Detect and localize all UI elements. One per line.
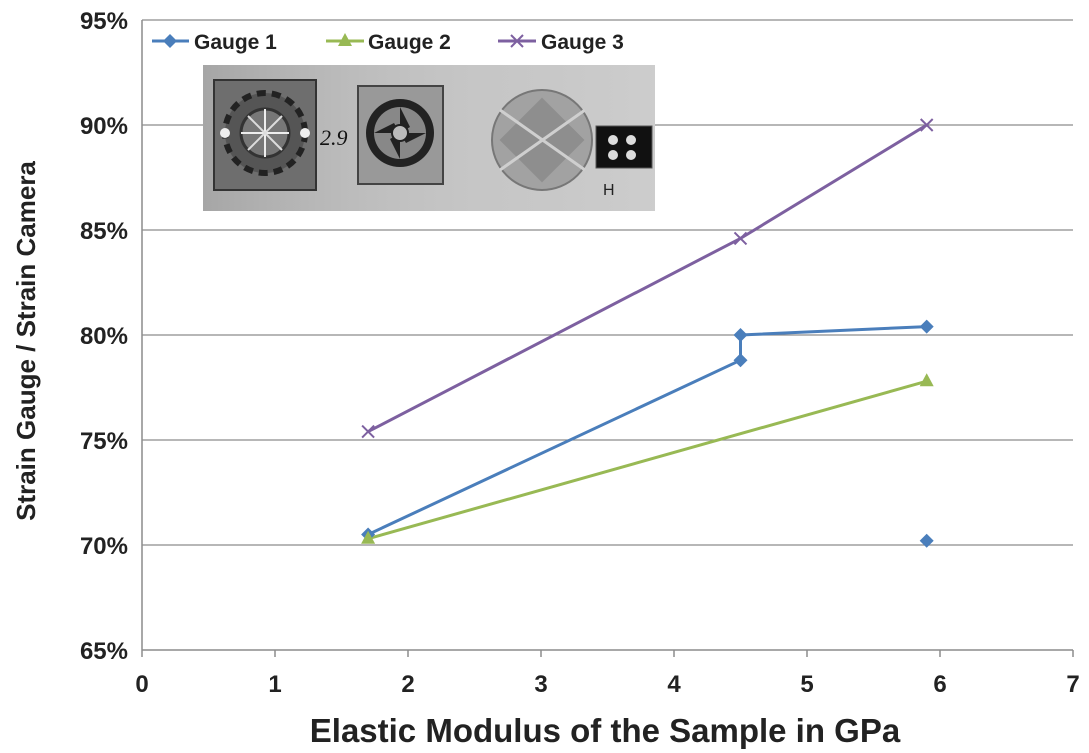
data-point-gauge-3	[733, 231, 748, 246]
legend-label: Gauge 3	[541, 31, 624, 54]
legend-item-gauge-1: Gauge 1	[152, 31, 277, 54]
y-tick-label: 85%	[80, 218, 128, 245]
y-tick-label: 75%	[80, 428, 128, 455]
legend-label: Gauge 2	[368, 31, 451, 54]
legend-item-gauge-2: Gauge 2	[326, 31, 451, 54]
y-tick-label: 90%	[80, 113, 128, 140]
y-tick-label: 70%	[80, 533, 128, 560]
x-tick-label: 5	[800, 671, 813, 698]
data-point-gauge-1	[733, 328, 748, 342]
data-point-gauge-2	[361, 530, 376, 544]
x-axis-title: Elastic Modulus of the Sample in GPa	[310, 712, 901, 749]
legend: Gauge 1 Gauge 2 Gauge 3	[152, 31, 624, 54]
data-point-gauge-1	[733, 353, 748, 368]
axes	[141, 20, 1074, 657]
legend-label: Gauge 1	[194, 31, 277, 54]
series-line-gauge-1	[367, 325, 927, 536]
y-axis-title: Strain Gauge / Strain Camera	[11, 161, 41, 521]
x-tick-label: 7	[1066, 671, 1079, 698]
x-tick-label: 2	[401, 671, 414, 698]
strain-gauge-samples-photo: 2.9 H	[203, 65, 655, 211]
data-point-gauge-2	[919, 373, 934, 387]
handwritten-mark: H	[603, 182, 615, 199]
y-tick-label: 80%	[80, 323, 128, 350]
legend-item-gauge-3: Gauge 3	[498, 31, 624, 54]
x-tick-label: 4	[667, 671, 681, 698]
series-markers	[361, 118, 934, 548]
data-point-gauge-3	[361, 424, 375, 439]
data-point-gauge-1	[919, 319, 934, 334]
data-point-gauge-3	[919, 118, 934, 132]
x-tick-label: 6	[933, 671, 946, 698]
x-tick-label: 0	[135, 671, 148, 698]
handwritten-mark: 2.9	[320, 125, 348, 150]
y-tick-label: 65%	[80, 638, 128, 665]
x-tick-label: 3	[534, 671, 547, 698]
x-tick-labels: 0 1 2 3 4 5 6 7	[135, 671, 1079, 698]
data-point-gauge-1	[919, 533, 934, 548]
series-line-gauge-2	[367, 379, 928, 541]
y-tick-label: 95%	[80, 8, 128, 35]
x-tick-label: 1	[268, 671, 281, 698]
y-tick-labels: 95% 90% 85% 80% 75% 70% 65%	[80, 8, 128, 665]
